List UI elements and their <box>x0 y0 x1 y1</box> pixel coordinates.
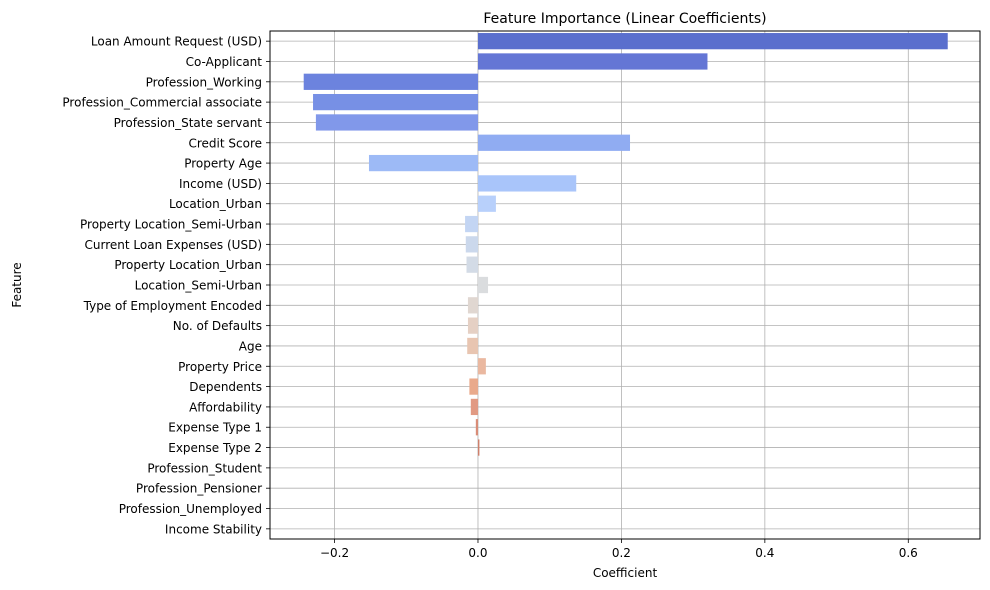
x-axis-ticks: −0.2 0.0 0.2 0.4 0.6 <box>320 539 918 560</box>
bar <box>465 215 478 233</box>
bar <box>470 398 478 416</box>
y-tick-label: Loan Amount Request (USD) <box>91 35 262 49</box>
x-tick-label: 0.0 <box>468 546 487 560</box>
y-tick-label: Profession_Working <box>146 75 262 89</box>
y-tick-label: No. of Defaults <box>173 319 262 333</box>
y-tick-label: Expense Type 1 <box>168 421 262 435</box>
bar <box>477 175 577 192</box>
bar <box>465 236 478 253</box>
bar <box>466 256 478 273</box>
y-tick-label: Expense Type 2 <box>168 441 262 455</box>
x-tick-label: 0.2 <box>612 546 631 560</box>
bar <box>477 134 631 151</box>
x-tick-label: 0.6 <box>899 546 918 560</box>
bar <box>477 276 489 294</box>
bar <box>477 195 496 212</box>
y-tick-label: Income (USD) <box>179 177 262 191</box>
y-tick-label: Property Location_Semi-Urban <box>80 218 262 232</box>
bar <box>368 154 478 172</box>
bars <box>303 33 948 456</box>
y-tick-label: Current Loan Expenses (USD) <box>85 238 262 252</box>
y-tick-label: Location_Urban <box>169 197 262 211</box>
x-tick-label: −0.2 <box>320 546 349 560</box>
y-tick-label: Type of Employment Encoded <box>83 299 262 313</box>
bar <box>469 378 478 395</box>
x-axis-label: Coefficient <box>593 566 658 580</box>
y-tick-label: Profession_Unemployed <box>119 502 262 516</box>
bar <box>477 358 486 375</box>
y-tick-label: Property Location_Urban <box>114 258 262 272</box>
chart-title: Feature Importance (Linear Coefficients) <box>483 11 766 27</box>
y-tick-label: Profession_State servant <box>114 116 263 130</box>
y-tick-label: Profession_Student <box>147 461 262 475</box>
y-tick-label: Profession_Pensioner <box>136 482 262 496</box>
bar <box>467 317 478 334</box>
y-tick-label: Property Age <box>184 157 262 171</box>
y-tick-label: Credit Score <box>188 136 262 150</box>
bar <box>467 337 478 355</box>
y-tick-label: Co-Applicant <box>186 55 263 69</box>
y-tick-label: Age <box>239 339 262 353</box>
bar <box>315 114 478 131</box>
y-tick-label: Income Stability <box>165 522 262 536</box>
y-tick-label: Property Price <box>178 360 262 374</box>
y-tick-label: Profession_Commercial associate <box>62 96 262 110</box>
bar <box>477 439 480 456</box>
y-axis-label: Feature <box>10 262 24 307</box>
y-tick-label: Location_Semi-Urban <box>135 279 262 293</box>
plot-frame <box>269 30 981 540</box>
y-tick-label: Dependents <box>189 380 262 394</box>
y-tick-label: Affordability <box>189 400 262 414</box>
bar <box>475 419 478 436</box>
bar <box>467 297 478 314</box>
bar <box>313 93 478 111</box>
bar <box>477 33 948 50</box>
x-tick-label: 0.4 <box>755 546 774 560</box>
bar <box>477 53 708 70</box>
bar <box>303 73 478 90</box>
y-axis-ticks: Loan Amount Request (USD) Co-Applicant Pro… <box>62 35 270 536</box>
